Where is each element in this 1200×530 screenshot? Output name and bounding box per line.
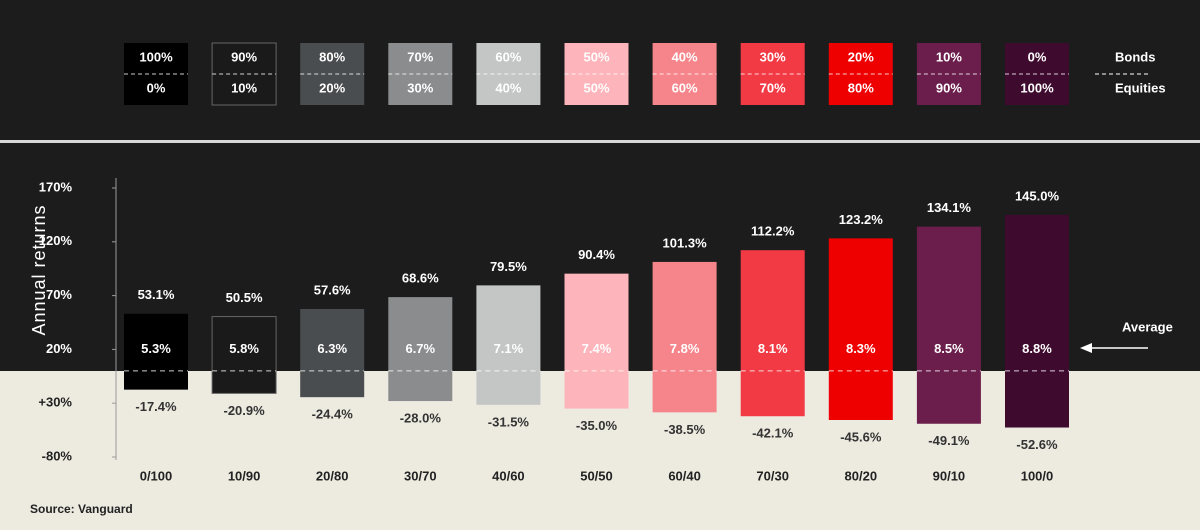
legend-equities: 50% xyxy=(583,80,609,95)
high-label: 68.6% xyxy=(402,271,439,286)
low-label: -17.4% xyxy=(135,399,177,414)
bar xyxy=(211,316,277,394)
bar xyxy=(916,226,981,424)
legend-bonds: 30% xyxy=(760,49,786,64)
legend-equities: 80% xyxy=(848,80,874,95)
high-label: 90.4% xyxy=(578,247,615,262)
legend-equities: 100% xyxy=(1020,80,1054,95)
y-tick-label: 120% xyxy=(39,233,73,248)
average-value: 7.8% xyxy=(670,341,700,356)
average-value: 7.4% xyxy=(582,341,612,356)
x-tick-label: 0/100 xyxy=(140,468,173,483)
high-label: 134.1% xyxy=(927,200,972,215)
average-value: 8.8% xyxy=(1022,341,1052,356)
x-tick-label: 60/40 xyxy=(668,468,701,483)
average-value: 8.5% xyxy=(934,341,964,356)
legend-equities: 10% xyxy=(231,80,257,95)
average-value: 5.3% xyxy=(141,341,171,356)
bar xyxy=(1005,214,1069,428)
bar xyxy=(300,308,365,398)
legend-equities: 0% xyxy=(147,80,166,95)
high-label: 50.5% xyxy=(226,290,263,305)
legend-equities-label: Equities xyxy=(1115,80,1166,95)
x-tick-label: 100/0 xyxy=(1021,468,1054,483)
legend-equities: 70% xyxy=(760,80,786,95)
x-tick-label: 20/80 xyxy=(316,468,349,483)
legend-equities: 30% xyxy=(407,80,433,95)
average-value: 6.7% xyxy=(405,341,435,356)
low-label: -35.0% xyxy=(576,418,618,433)
low-label: -20.9% xyxy=(223,403,265,418)
legend-bonds: 80% xyxy=(319,49,345,64)
legend-bonds: 100% xyxy=(139,49,173,64)
low-label: -49.1% xyxy=(928,433,970,448)
x-tick-label: 50/50 xyxy=(580,468,613,483)
average-value: 8.3% xyxy=(846,341,876,356)
separator xyxy=(0,140,1200,143)
legend-equities: 90% xyxy=(936,80,962,95)
legend-equities: 20% xyxy=(319,80,345,95)
legend-bonds: 40% xyxy=(672,49,698,64)
low-label: -52.6% xyxy=(1016,437,1058,452)
y-axis-label: Annual returns xyxy=(29,204,49,335)
x-tick-label: 30/70 xyxy=(404,468,437,483)
average-value: 5.8% xyxy=(229,341,259,356)
low-label: -38.5% xyxy=(664,422,706,437)
bar xyxy=(828,238,893,420)
y-tick-label: +30% xyxy=(38,395,72,410)
high-label: 79.5% xyxy=(490,259,527,274)
low-label: -24.4% xyxy=(312,407,354,422)
bar xyxy=(652,261,717,413)
legend-equities: 40% xyxy=(495,80,521,95)
legend-bonds: 20% xyxy=(848,49,874,64)
x-tick-label: 70/30 xyxy=(756,468,789,483)
high-label: 112.2% xyxy=(751,224,795,239)
legend-bonds: 60% xyxy=(495,49,521,64)
y-tick-label: -80% xyxy=(42,448,73,463)
legend-bonds: 10% xyxy=(936,49,962,64)
legend-bonds: 90% xyxy=(231,49,257,64)
bar xyxy=(740,250,805,417)
x-tick-label: 80/20 xyxy=(845,468,878,483)
average-arrow-head xyxy=(1080,343,1092,353)
x-tick-label: 10/90 xyxy=(228,468,261,483)
legend-bonds-label: Bonds xyxy=(1115,49,1155,64)
legend-equities: 60% xyxy=(672,80,698,95)
y-tick-label: 70% xyxy=(46,287,72,302)
high-label: 123.2% xyxy=(839,212,884,227)
average-value: 6.3% xyxy=(317,341,347,356)
low-label: -31.5% xyxy=(488,414,530,429)
bar xyxy=(476,285,541,405)
legend-bonds: 0% xyxy=(1028,49,1047,64)
average-value: 8.1% xyxy=(758,341,788,356)
x-tick-label: 40/60 xyxy=(492,468,525,483)
bar xyxy=(124,313,188,390)
high-label: 145.0% xyxy=(1015,188,1060,203)
low-label: -28.0% xyxy=(400,410,442,425)
average-label: Average xyxy=(1122,319,1173,334)
x-tick-label: 90/10 xyxy=(933,468,966,483)
average-value: 7.1% xyxy=(494,341,524,356)
source: Source: Vanguard xyxy=(30,502,133,516)
low-label: -45.6% xyxy=(840,429,882,444)
y-tick-label: 20% xyxy=(46,341,72,356)
high-label: 101.3% xyxy=(663,235,708,250)
legend-bonds: 50% xyxy=(583,49,609,64)
high-label: 57.6% xyxy=(314,282,351,297)
bar xyxy=(564,273,629,409)
high-label: 53.1% xyxy=(138,287,175,302)
y-tick-label: 170% xyxy=(39,179,73,194)
legend-bonds: 70% xyxy=(407,49,433,64)
low-label: -42.1% xyxy=(752,426,794,441)
bar xyxy=(388,297,453,402)
